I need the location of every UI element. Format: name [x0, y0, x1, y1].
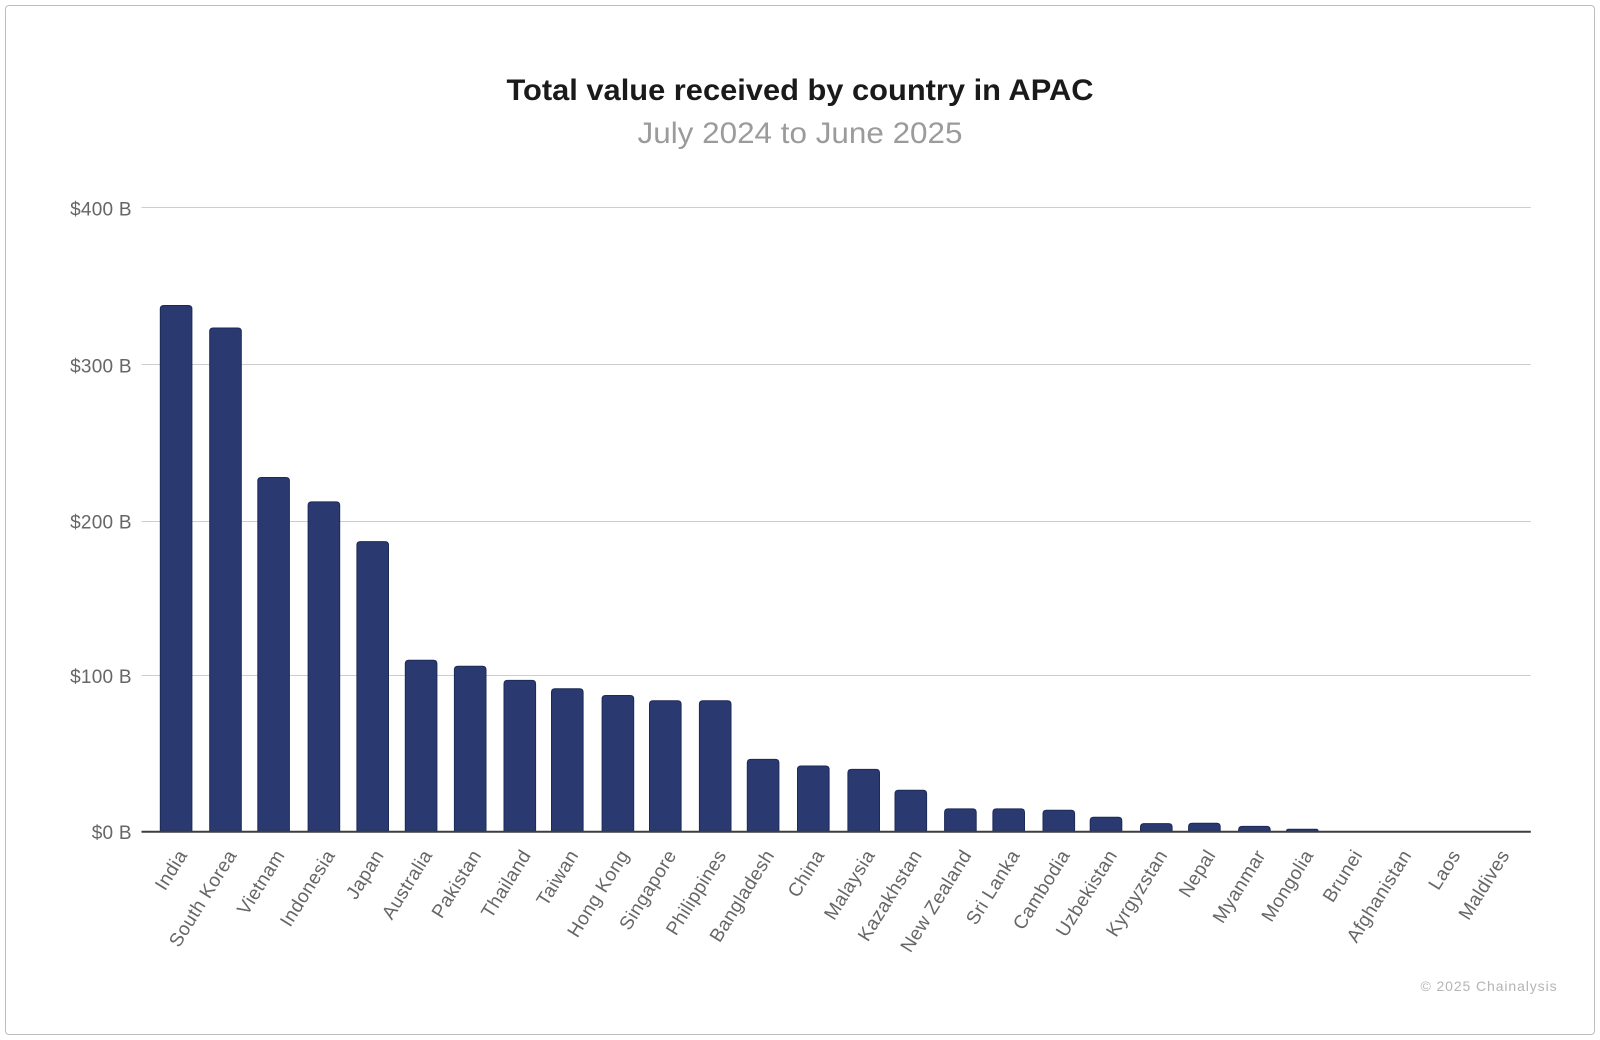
svg-text:Taiwan: Taiwan	[533, 847, 583, 910]
svg-text:China: China	[784, 847, 829, 902]
svg-text:Total value received by countr: Total value received by country in APAC	[507, 74, 1094, 107]
svg-text:July 2024 to June 2025: July 2024 to June 2025	[638, 117, 963, 150]
svg-text:Laos: Laos	[1425, 847, 1465, 894]
svg-text:$100 B: $100 B	[70, 667, 132, 688]
svg-text:India: India	[151, 846, 192, 894]
svg-text:$300 B: $300 B	[70, 356, 132, 377]
svg-text:© 2025 Chainalysis: © 2025 Chainalysis	[1420, 978, 1557, 994]
svg-text:Thailand: Thailand	[478, 847, 536, 923]
svg-text:Vietnam: Vietnam	[234, 847, 290, 919]
svg-text:Nepal: Nepal	[1175, 847, 1220, 902]
svg-text:$400 B: $400 B	[70, 200, 132, 221]
svg-text:Japan: Japan	[342, 847, 388, 904]
svg-text:Brunei: Brunei	[1319, 847, 1367, 907]
svg-text:$200 B: $200 B	[70, 513, 132, 534]
svg-text:$0 B: $0 B	[92, 823, 132, 844]
